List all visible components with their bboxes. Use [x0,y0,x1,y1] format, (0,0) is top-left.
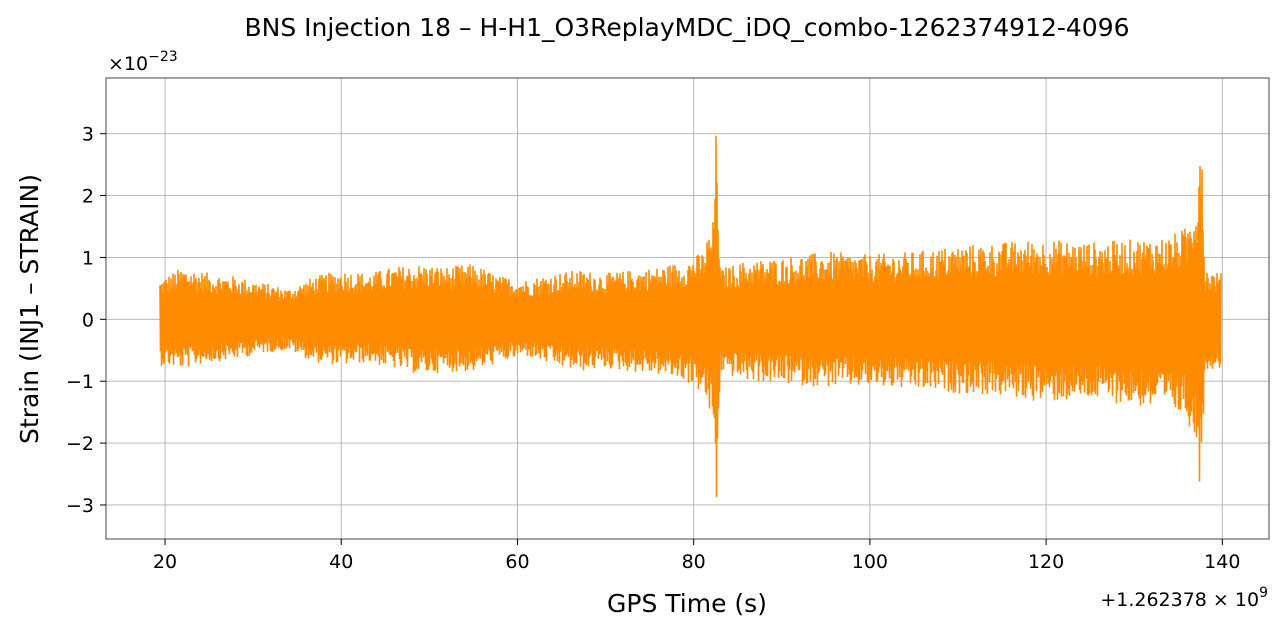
x-tick-label: 20 [153,551,177,573]
axes-frame [105,77,1270,540]
y-axis-label: Strain (INJ1 – STRAIN) [15,174,44,444]
y-tick-label: 0 [82,309,94,331]
plot-area [159,135,1222,498]
x-tick-label: 60 [505,551,529,573]
y-tick-label: 2 [82,186,94,208]
chart-title: BNS Injection 18 – H-H1_O3ReplayMDC_iDQ_… [244,13,1129,42]
x-axis: 20 40 60 80 100 120 140 [153,539,1240,573]
x-axis-label: GPS Time (s) [607,589,767,618]
x-tick-label: 40 [329,551,353,573]
x-offset-label: +1.262378 × 109 [1100,585,1268,611]
y-tick-label: −3 [66,495,94,517]
x-tick-label: 140 [1204,551,1240,573]
strain-series-line [159,135,1222,498]
y-tick-label: 1 [82,247,94,269]
x-tick-label: 100 [852,551,888,573]
y-axis: −3 −2 −1 0 1 2 3 [66,124,106,517]
y-tick-label: 3 [82,124,94,146]
y-tick-label: −1 [66,371,94,393]
x-tick-label: 80 [682,551,706,573]
y-scale-factor: ×10−23 [108,49,178,75]
y-tick-label: −2 [66,433,94,455]
x-tick-label: 120 [1028,551,1064,573]
